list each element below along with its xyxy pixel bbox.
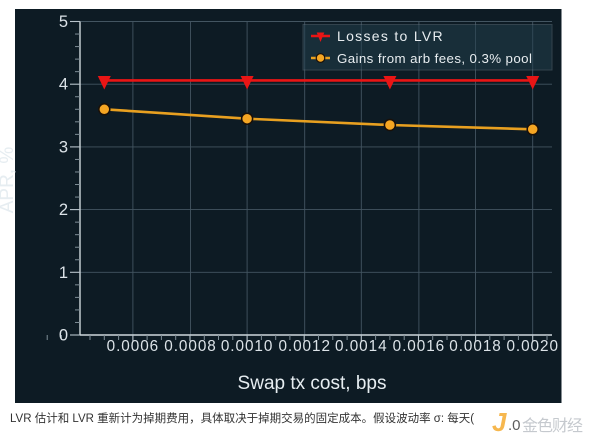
svg-text:2: 2 [59, 201, 68, 219]
svg-text:Losses to LVR: Losses to LVR [337, 28, 444, 44]
svg-text:Swap tx cost, bps: Swap tx cost, bps [238, 373, 387, 394]
svg-text:0.0012: 0.0012 [278, 338, 331, 355]
svg-text:5: 5 [59, 13, 68, 31]
svg-text:0.0006: 0.0006 [107, 338, 160, 355]
svg-text:.0: .0 [508, 417, 521, 434]
svg-text:Gains from arb fees, 0.3% pool: Gains from arb fees, 0.3% pool [337, 51, 532, 66]
svg-text:0.0014: 0.0014 [335, 338, 388, 355]
svg-text:0: 0 [59, 327, 68, 345]
svg-text:3: 3 [59, 138, 68, 156]
svg-text:J: J [492, 407, 507, 437]
svg-text:金色财经: 金色财经 [522, 417, 583, 435]
svg-text:APR, %: APR, % [0, 147, 18, 214]
svg-text:1: 1 [59, 264, 68, 282]
svg-text:0.0020: 0.0020 [506, 338, 559, 355]
svg-text:0.0010: 0.0010 [221, 338, 274, 355]
svg-text:0.0016: 0.0016 [393, 338, 446, 355]
svg-text:0.0008: 0.0008 [164, 338, 217, 355]
svg-text:0.0018: 0.0018 [449, 338, 502, 355]
svg-text:4: 4 [59, 76, 68, 94]
